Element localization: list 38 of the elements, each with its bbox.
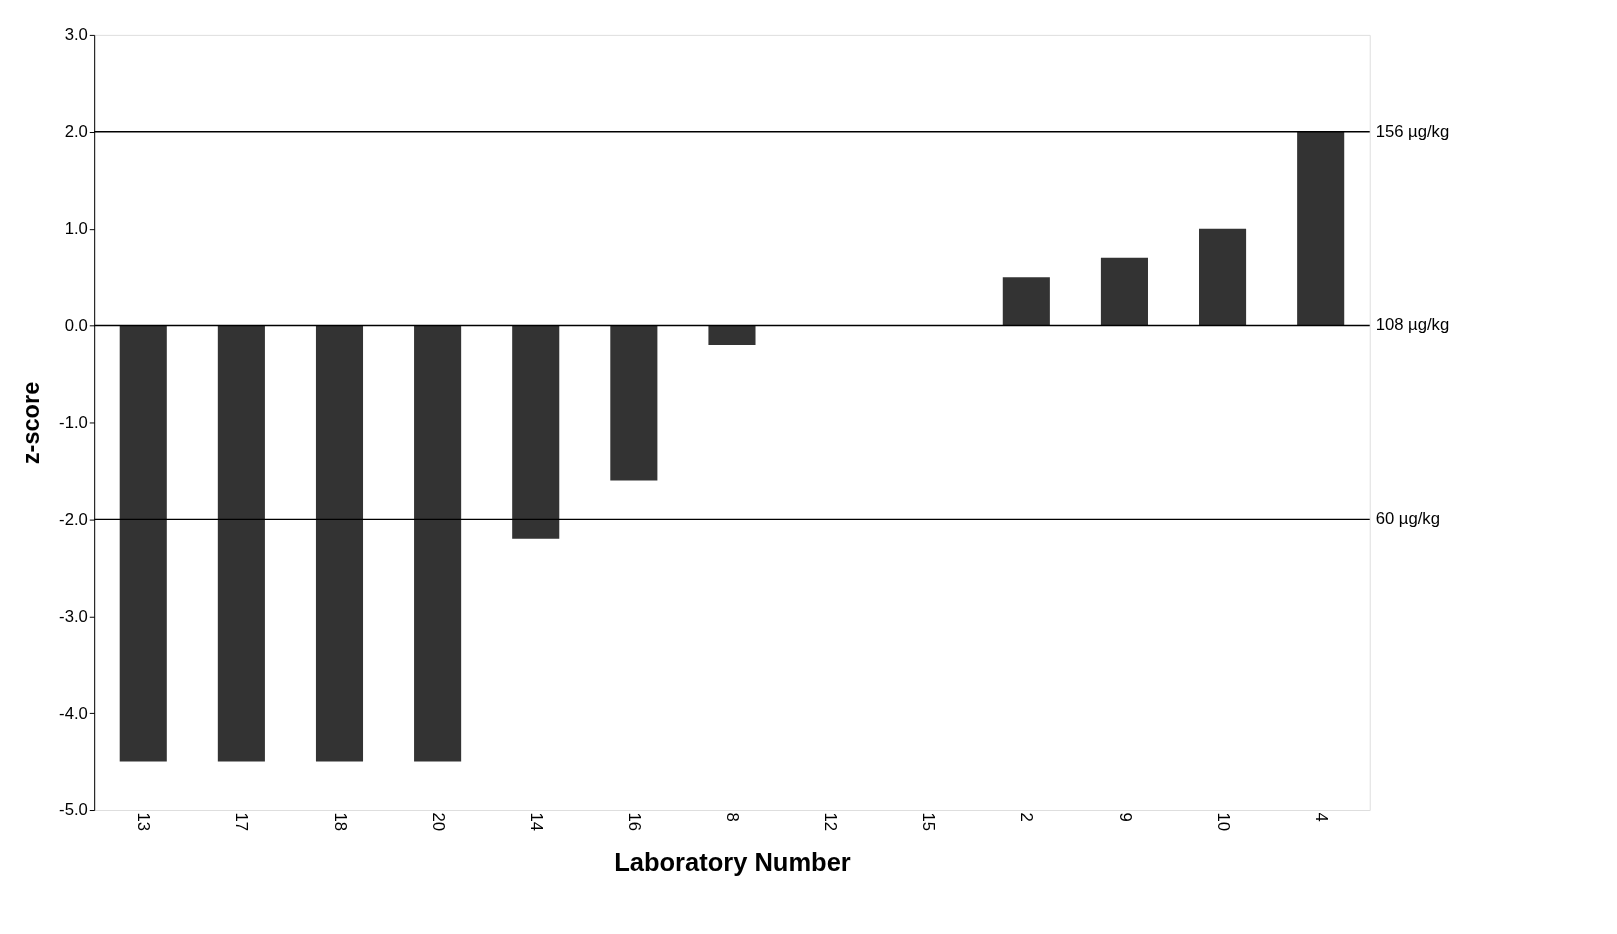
y-tick-label: -1.0 [59, 412, 88, 432]
y-tick-label: 3.0 [64, 25, 88, 45]
bar [610, 325, 658, 481]
bar [1199, 228, 1247, 326]
y-tick-label: -2.0 [59, 509, 88, 529]
x-tick-label: 8 [723, 812, 743, 822]
x-tick-label: 17 [232, 812, 252, 832]
y-tick-label: 0.0 [64, 315, 88, 335]
x-tick-label: 2 [1017, 812, 1037, 822]
y-tick-label: -5.0 [59, 800, 88, 820]
x-tick-label: 15 [919, 812, 939, 832]
x-tick-label: 10 [1213, 812, 1233, 832]
bar [1297, 131, 1345, 326]
bar [708, 325, 756, 345]
y-tick-label: 2.0 [64, 122, 88, 142]
x-tick-label: 13 [134, 812, 154, 832]
x-tick-label: 4 [1311, 812, 1331, 822]
x-tick-label: 20 [428, 812, 448, 832]
y-axis-title: z-score [18, 381, 45, 465]
y-tick-label: -4.0 [59, 703, 88, 723]
bar [414, 325, 462, 762]
ref-line-label: 108 µg/kg [1375, 315, 1450, 335]
x-tick-label: 9 [1115, 812, 1135, 822]
x-tick-label: 12 [821, 812, 841, 832]
ref-line-label: 156 µg/kg [1375, 121, 1450, 141]
x-tick-label: 14 [526, 812, 546, 832]
bar [1002, 277, 1050, 326]
bar [119, 325, 167, 762]
y-tick-label: 1.0 [64, 219, 88, 239]
bar [1100, 257, 1148, 326]
bar [512, 325, 560, 539]
bar [217, 325, 265, 762]
x-tick-label: 18 [330, 812, 350, 832]
x-axis-title: Laboratory Number [614, 848, 851, 877]
y-tick-label: -3.0 [59, 606, 88, 626]
bar [315, 325, 364, 762]
ref-line-label: 60 µg/kg [1375, 509, 1440, 529]
x-tick-label: 16 [624, 812, 644, 832]
